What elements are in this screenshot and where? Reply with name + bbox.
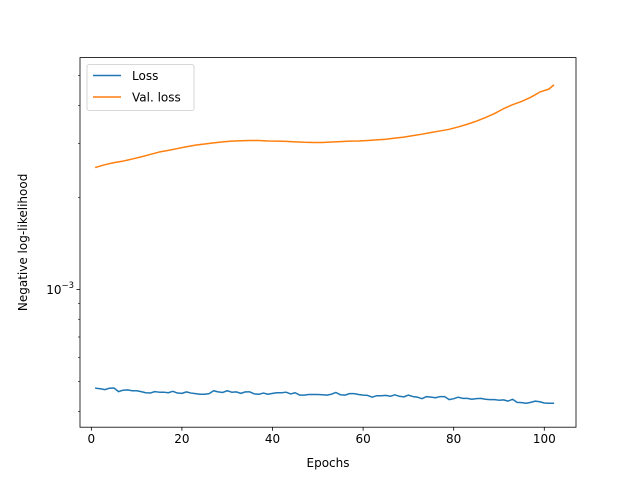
- x-tick-label: 0: [88, 432, 96, 446]
- x-tick-label: 20: [174, 432, 189, 446]
- legend-label-val-loss: Val. loss: [132, 91, 181, 105]
- x-tick-label: 80: [446, 432, 461, 446]
- series-line-loss: [95, 387, 555, 405]
- x-tick-label: 40: [265, 432, 280, 446]
- x-axis-label: Epochs: [307, 456, 350, 470]
- y-axis-label: Negative log-likelihood: [16, 174, 30, 311]
- x-tick-label: 100: [533, 432, 556, 446]
- x-tick-label: 60: [355, 432, 370, 446]
- series-line-val-loss: [94, 84, 555, 169]
- legend-label-loss: Loss: [132, 69, 158, 83]
- y-tick-label: 10−3: [46, 281, 74, 297]
- legend: Loss Val. loss: [86, 64, 195, 111]
- axes-frame: [79, 57, 577, 428]
